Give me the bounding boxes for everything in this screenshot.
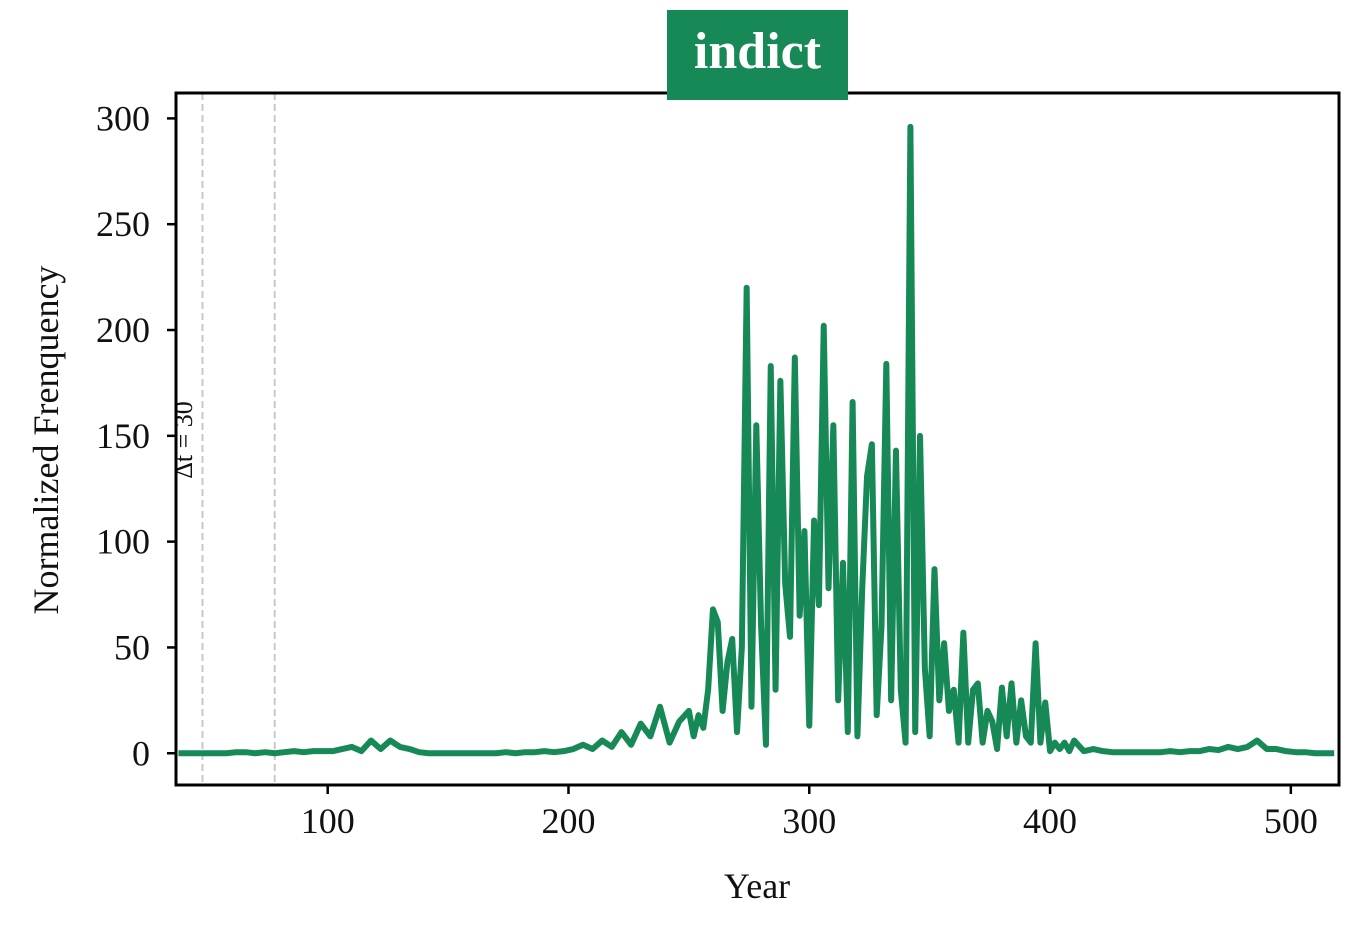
- x-tick-label: 500: [1264, 801, 1318, 841]
- y-tick-label: 300: [96, 98, 150, 138]
- y-tick-label: 0: [132, 733, 150, 773]
- x-tick-label: 100: [301, 801, 355, 841]
- x-axis-label: Year: [724, 866, 790, 906]
- data-line: [178, 123, 1335, 757]
- y-tick-label: 200: [96, 310, 150, 350]
- y-tick-label: 50: [114, 627, 150, 667]
- y-tick-label: 100: [96, 522, 150, 562]
- title-box: [667, 10, 848, 100]
- y-axis-label: Normalized Frenquency: [26, 266, 66, 615]
- annotation: Δt = 30: [169, 401, 198, 479]
- x-tick-label: 200: [541, 801, 595, 841]
- x-tick-label: 400: [1023, 801, 1077, 841]
- chart-title: indict: [694, 23, 822, 80]
- x-tick-label: 300: [782, 801, 836, 841]
- y-tick-label: 150: [96, 416, 150, 456]
- y-tick-label: 250: [96, 204, 150, 244]
